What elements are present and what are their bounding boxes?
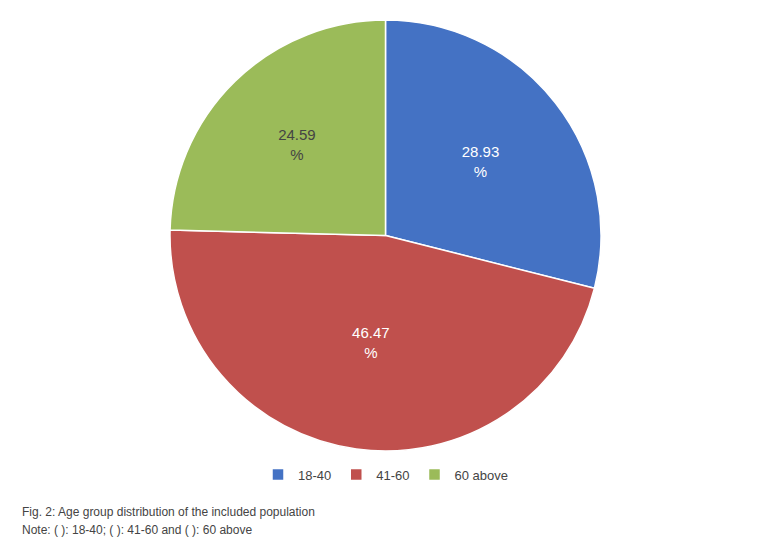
svg-text:28.93%: 28.93% <box>462 143 500 180</box>
svg-text:46.47%: 46.47% <box>352 324 390 361</box>
svg-text:24.59%: 24.59% <box>278 126 316 163</box>
svg-text:Fig. 2: Age group distribution: Fig. 2: Age group distribution of the in… <box>22 505 315 519</box>
svg-text:41-60: 41-60 <box>376 468 409 483</box>
svg-text:60 above: 60 above <box>455 468 509 483</box>
svg-text:Note: ( ): 18-40; ( ): 41-60 a: Note: ( ): 18-40; ( ): 41-60 and ( ): 60… <box>22 523 252 537</box>
svg-text:18-40: 18-40 <box>298 468 331 483</box>
